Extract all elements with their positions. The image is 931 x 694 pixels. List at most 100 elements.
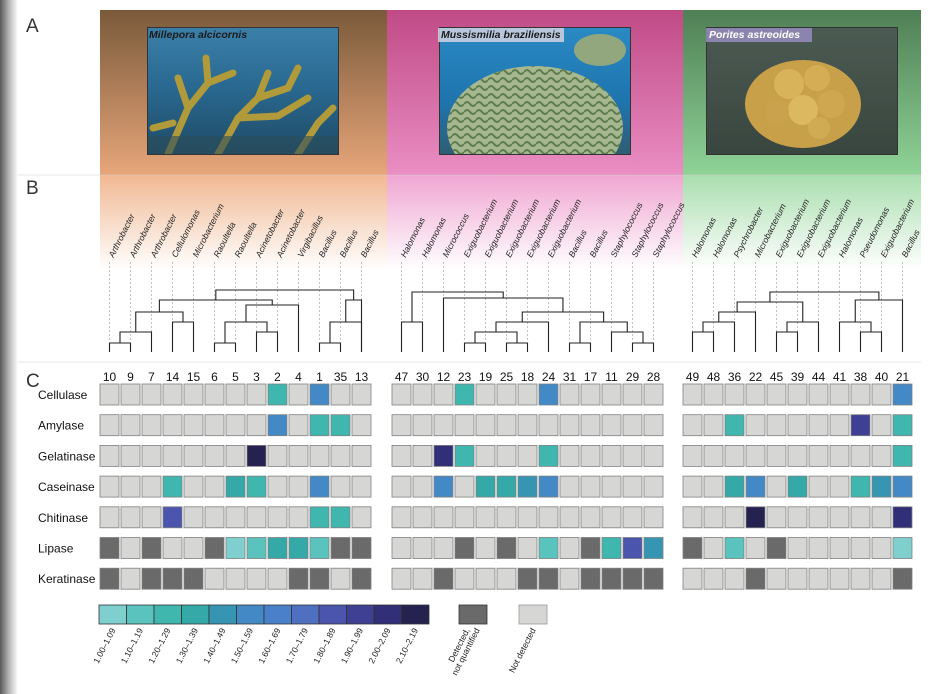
heatmap-cell <box>538 567 559 590</box>
heatmap-cell <box>183 537 204 559</box>
heatmap-cell <box>580 475 601 498</box>
heatmap-cell <box>622 537 643 559</box>
dendrogram-branch <box>411 291 504 322</box>
heatmap-cell <box>724 475 745 498</box>
legend-swatch <box>373 604 402 625</box>
heatmap-cell <box>517 383 538 406</box>
heatmap-cell <box>724 444 745 467</box>
heatmap-cell <box>622 567 643 590</box>
heatmap-cell <box>454 567 475 590</box>
heatmap-cell <box>808 506 829 529</box>
heatmap-cell <box>204 475 225 498</box>
isolate-number: 45 <box>770 370 784 384</box>
legend-label: 1.90–1.99 <box>339 626 365 665</box>
dendrogram-branch <box>838 321 872 352</box>
isolate-number: 17 <box>584 370 598 384</box>
heatmap-cell <box>724 537 745 559</box>
heatmap-cell <box>330 567 351 590</box>
dendrogram-branch <box>495 321 550 352</box>
heatmap-cell <box>267 383 288 406</box>
heatmap-cell <box>162 567 183 590</box>
legend-swatch <box>98 604 127 625</box>
isolate-number: 35 <box>334 370 348 384</box>
heatmap-cell <box>682 414 703 437</box>
heatmap-cell <box>183 444 204 467</box>
heatmap-cell <box>559 414 580 437</box>
isolate-number: 19 <box>479 370 493 384</box>
heatmap-cell <box>183 506 204 529</box>
heatmap-cell <box>745 475 766 498</box>
heatmap-cell <box>162 506 183 529</box>
heatmap-cell <box>622 475 643 498</box>
heatmap-cell <box>496 567 517 590</box>
heatmap-cell <box>475 567 496 590</box>
heatmap-cell <box>120 537 141 559</box>
heatmap-cell <box>454 444 475 467</box>
row-label: Cellulase <box>38 388 88 402</box>
heatmap-cell <box>871 537 892 559</box>
legend-swatch <box>346 604 375 625</box>
isolate-number: 25 <box>500 370 514 384</box>
heatmap-cell <box>559 567 580 590</box>
heatmap-cell <box>496 475 517 498</box>
isolate-number: 18 <box>521 370 535 384</box>
isolate-number: 38 <box>854 370 868 384</box>
heatmap-cell <box>745 414 766 437</box>
heatmap-cell <box>475 383 496 406</box>
legend-swatch-detected <box>458 604 488 625</box>
row-label: Keratinase <box>38 572 96 586</box>
dendrogram-branch <box>119 331 153 352</box>
heatmap-cell <box>787 567 808 590</box>
heatmap-cell <box>309 414 330 437</box>
legend-label: 2.00–2.09 <box>366 626 392 665</box>
heatmap-cell <box>850 475 871 498</box>
heatmap-cell <box>454 414 475 437</box>
heatmap-cell <box>724 414 745 437</box>
heatmap-cell <box>351 414 372 437</box>
heatmap-cell <box>850 506 871 529</box>
heatmap-cell <box>412 383 433 406</box>
dendrogram-branch <box>718 311 757 352</box>
heatmap-cell <box>162 475 183 498</box>
heatmap-cell <box>120 567 141 590</box>
heatmap-cell <box>622 383 643 406</box>
heatmap-cell <box>766 444 787 467</box>
dendrogram-branch <box>245 304 300 352</box>
heatmap-cell <box>288 383 309 406</box>
heatmap-cell <box>703 475 724 498</box>
dendrogram-branch <box>213 342 237 352</box>
heatmap-cell <box>766 475 787 498</box>
heatmap-cell <box>246 444 267 467</box>
heatmap-cell <box>787 383 808 406</box>
heatmap-cell <box>225 475 246 498</box>
heatmap-cell <box>225 444 246 467</box>
heatmap-cell <box>225 383 246 406</box>
heatmap-cell <box>183 414 204 437</box>
heatmap-cell <box>808 414 829 437</box>
heatmap-cell <box>871 414 892 437</box>
heatmap-cell <box>580 506 601 529</box>
heatmap-cell <box>391 475 412 498</box>
heatmap-cell <box>183 567 204 590</box>
heatmap-cell <box>330 537 351 559</box>
heatmap-cell <box>120 475 141 498</box>
isolate-number: 9 <box>127 370 134 384</box>
dendrogram-branch <box>318 342 342 352</box>
heatmap-cell <box>454 383 475 406</box>
heatmap-cell <box>267 475 288 498</box>
dendrogram-branch <box>775 331 799 352</box>
heatmap-cell <box>787 506 808 529</box>
legend-swatch <box>236 604 265 625</box>
heatmap-cell <box>601 567 622 590</box>
heatmap-cell <box>330 414 351 437</box>
isolate-number: 31 <box>563 370 577 384</box>
heatmap-cell <box>99 414 120 437</box>
heatmap-cell <box>267 414 288 437</box>
heatmap-cell <box>892 444 913 467</box>
heatmap-cell <box>724 383 745 406</box>
heatmap-cell <box>433 506 454 529</box>
row-label: Lipase <box>38 542 74 556</box>
isolate-number: 30 <box>416 370 430 384</box>
heatmap-cell <box>829 414 850 437</box>
